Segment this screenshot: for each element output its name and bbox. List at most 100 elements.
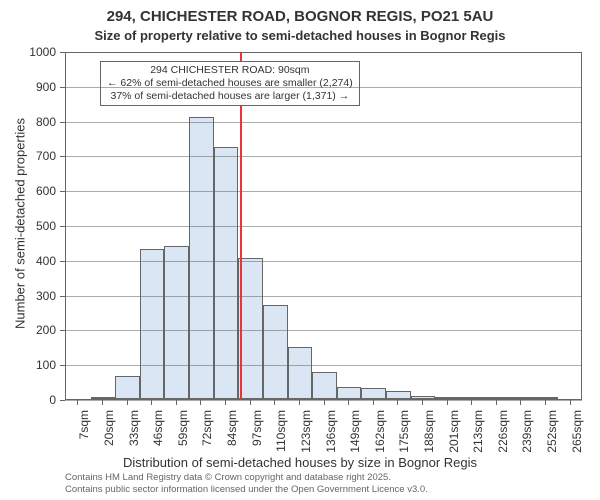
x-tick	[274, 400, 275, 405]
histogram-bar	[238, 258, 263, 399]
attribution-line1: Contains HM Land Registry data © Crown c…	[65, 472, 428, 484]
x-tick	[397, 400, 398, 405]
y-tick	[60, 226, 65, 227]
x-tick-label: 46sqm	[151, 410, 165, 460]
y-tick-label: 100	[0, 358, 56, 372]
chart-subtitle: Size of property relative to semi-detach…	[0, 28, 600, 43]
y-gridline	[65, 261, 582, 262]
y-tick-label: 600	[0, 184, 56, 198]
x-tick	[496, 400, 497, 405]
x-tick-label: 123sqm	[299, 410, 313, 460]
y-tick	[60, 87, 65, 88]
x-tick-label: 84sqm	[225, 410, 239, 460]
annotation-box: 294 CHICHESTER ROAD: 90sqm← 62% of semi-…	[100, 61, 360, 106]
y-tick	[60, 122, 65, 123]
y-tick-label: 300	[0, 289, 56, 303]
x-tick-label: 213sqm	[471, 410, 485, 460]
x-tick	[151, 400, 152, 405]
attribution: Contains HM Land Registry data © Crown c…	[65, 472, 428, 497]
histogram-bar	[312, 372, 337, 399]
x-tick	[225, 400, 226, 405]
y-tick	[60, 156, 65, 157]
y-tick-label: 900	[0, 80, 56, 94]
y-gridline	[65, 226, 582, 227]
y-tick-label: 1000	[0, 45, 56, 59]
x-tick	[520, 400, 521, 405]
y-tick-label: 500	[0, 219, 56, 233]
x-tick	[545, 400, 546, 405]
x-tick-label: 97sqm	[250, 410, 264, 460]
y-tick	[60, 52, 65, 53]
x-tick-label: 162sqm	[373, 410, 387, 460]
y-tick-label: 400	[0, 254, 56, 268]
x-tick	[570, 400, 571, 405]
annotation-line3: 37% of semi-detached houses are larger (…	[107, 90, 353, 103]
y-tick-label: 200	[0, 323, 56, 337]
x-tick-label: 20sqm	[102, 410, 116, 460]
histogram-bar	[288, 347, 313, 399]
y-gridline	[65, 87, 582, 88]
x-tick	[447, 400, 448, 405]
y-tick	[60, 330, 65, 331]
histogram-bar	[91, 397, 116, 399]
y-gridline	[65, 52, 582, 53]
annotation-line2: ← 62% of semi-detached houses are smalle…	[107, 77, 353, 90]
y-gridline	[65, 156, 582, 157]
histogram-bar	[263, 305, 288, 399]
x-tick	[471, 400, 472, 405]
chart-container: 294, CHICHESTER ROAD, BOGNOR REGIS, PO21…	[0, 0, 600, 500]
x-tick	[422, 400, 423, 405]
x-tick-label: 188sqm	[422, 410, 436, 460]
x-tick	[373, 400, 374, 405]
x-tick	[348, 400, 349, 405]
x-tick-label: 110sqm	[274, 410, 288, 460]
x-tick-label: 175sqm	[397, 410, 411, 460]
histogram-bar	[337, 387, 362, 399]
histogram-bar	[534, 397, 559, 399]
x-tick	[127, 400, 128, 405]
y-tick	[60, 365, 65, 366]
x-tick	[102, 400, 103, 405]
x-tick-label: 239sqm	[520, 410, 534, 460]
x-tick-label: 149sqm	[348, 410, 362, 460]
y-gridline	[65, 122, 582, 123]
x-tick-label: 59sqm	[176, 410, 190, 460]
annotation-line1: 294 CHICHESTER ROAD: 90sqm	[107, 64, 353, 77]
histogram-bar	[460, 397, 485, 399]
y-tick-label: 0	[0, 393, 56, 407]
x-tick	[299, 400, 300, 405]
y-gridline	[65, 191, 582, 192]
histogram-bar	[189, 117, 214, 399]
histogram-bar	[386, 391, 411, 399]
histogram-bar	[214, 147, 239, 399]
y-gridline	[65, 330, 582, 331]
y-tick	[60, 400, 65, 401]
histogram-bar	[411, 396, 436, 399]
histogram-bar	[485, 397, 510, 399]
y-tick-label: 700	[0, 149, 56, 163]
chart-title: 294, CHICHESTER ROAD, BOGNOR REGIS, PO21…	[0, 8, 600, 25]
x-tick-label: 226sqm	[496, 410, 510, 460]
histogram-bar	[435, 397, 460, 399]
histogram-bar	[509, 397, 534, 399]
y-tick	[60, 296, 65, 297]
attribution-line2: Contains public sector information licen…	[65, 484, 428, 496]
x-tick	[176, 400, 177, 405]
x-tick	[200, 400, 201, 405]
x-tick	[77, 400, 78, 405]
x-tick	[250, 400, 251, 405]
histogram-bar	[140, 249, 165, 399]
x-tick	[324, 400, 325, 405]
x-tick-label: 201sqm	[447, 410, 461, 460]
y-tick	[60, 191, 65, 192]
x-tick-label: 265sqm	[570, 410, 584, 460]
x-tick-label: 136sqm	[324, 410, 338, 460]
x-tick-label: 72sqm	[200, 410, 214, 460]
histogram-bar	[361, 388, 386, 399]
y-tick-label: 800	[0, 115, 56, 129]
x-tick-label: 33sqm	[127, 410, 141, 460]
y-gridline	[65, 365, 582, 366]
histogram-bar	[115, 376, 140, 399]
y-tick	[60, 261, 65, 262]
x-tick-label: 252sqm	[545, 410, 559, 460]
